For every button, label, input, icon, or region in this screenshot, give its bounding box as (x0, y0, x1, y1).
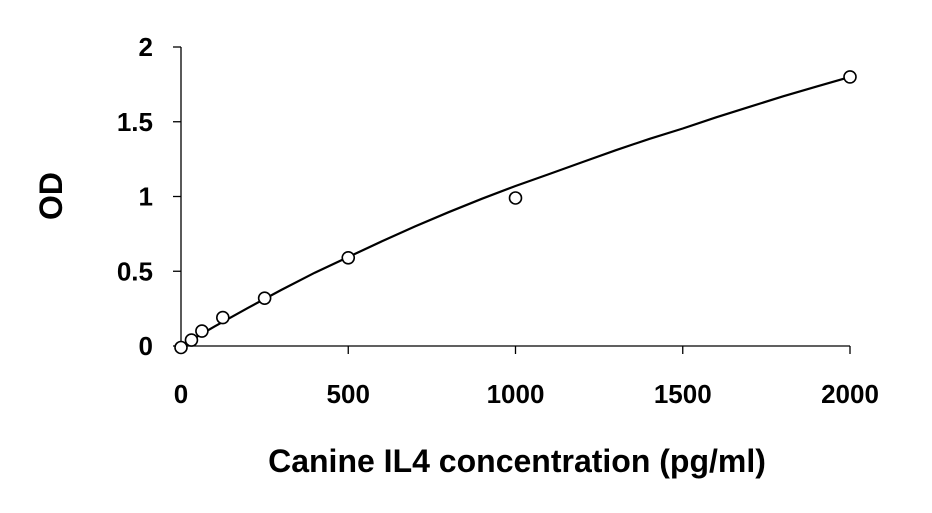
data-point (216, 310, 230, 325)
data-point (174, 340, 188, 355)
data-points (174, 70, 857, 355)
y-tick-label: 0 (139, 331, 153, 361)
y-axis-title: OD (33, 172, 69, 220)
data-point (195, 324, 209, 338)
x-tick-label: 1500 (654, 379, 712, 409)
x-tick-label: 0 (174, 379, 188, 409)
x-axis-ticks: 0 500 1000 1500 2000 (174, 346, 879, 409)
data-point (184, 333, 199, 347)
fit-curve (180, 75, 851, 347)
x-tick-label: 2000 (821, 379, 879, 409)
data-point (508, 191, 523, 205)
y-tick-label: 1.5 (117, 107, 153, 137)
data-point (257, 291, 272, 305)
y-tick-label: 2 (139, 32, 153, 62)
x-axis-title: Canine IL4 concentration (pg/ml) (268, 443, 766, 479)
y-axis-ticks: 0 0.5 1 1.5 2 (117, 32, 181, 361)
data-point (843, 70, 857, 84)
x-tick-label: 1000 (487, 379, 545, 409)
data-point (341, 250, 356, 265)
y-tick-label: 1 (139, 182, 153, 212)
y-tick-label: 0.5 (117, 256, 153, 286)
x-tick-label: 500 (327, 379, 370, 409)
